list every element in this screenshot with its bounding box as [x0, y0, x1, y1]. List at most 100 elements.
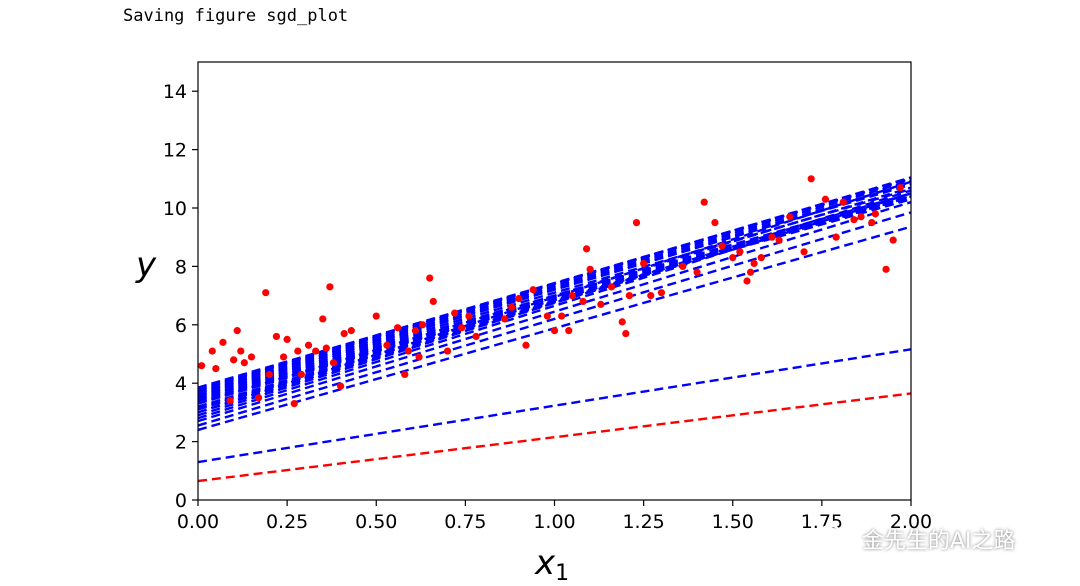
data-point-39 [451, 309, 459, 317]
data-point-67 [700, 198, 708, 206]
x-tick-label-5: 1.25 [622, 511, 664, 533]
data-point-9 [247, 353, 256, 361]
data-point-37 [429, 297, 437, 306]
console-output: Saving figure sgd_plot [123, 6, 349, 26]
data-point-54 [582, 245, 591, 253]
prediction-line-24 [198, 195, 911, 410]
y-tick-label-7: 14 [163, 81, 187, 103]
data-point-58 [618, 318, 626, 326]
x-axis-label-base: x [534, 543, 556, 583]
data-point-50 [558, 312, 566, 320]
data-point-22 [322, 344, 330, 352]
data-point-24 [329, 359, 338, 367]
data-point-85 [857, 213, 865, 221]
data-point-16 [290, 400, 298, 408]
data-point-25 [337, 382, 345, 390]
data-point-6 [233, 327, 241, 335]
data-point-51 [565, 327, 573, 335]
data-point-34 [415, 353, 423, 361]
data-point-44 [508, 303, 516, 311]
data-point-82 [832, 233, 840, 241]
data-point-78 [786, 213, 794, 221]
x-tick-label-0: 0.00 [177, 511, 219, 533]
data-point-45 [515, 294, 523, 303]
data-point-38 [443, 347, 452, 355]
data-point-11 [262, 289, 270, 297]
prediction-line-3 [198, 211, 911, 427]
data-point-42 [472, 332, 480, 341]
data-point-74 [750, 259, 758, 268]
data-point-47 [529, 286, 537, 294]
regression-lines [198, 176, 911, 483]
data-point-5 [230, 356, 238, 364]
y-tick-label-4: 8 [175, 256, 187, 278]
data-point-53 [579, 297, 587, 306]
prediction-line-4 [198, 201, 911, 423]
data-point-48 [543, 312, 551, 320]
data-point-46 [522, 341, 530, 349]
prediction-line-1 [198, 348, 911, 464]
y-tick-label-2: 4 [175, 373, 187, 395]
data-point-41 [465, 312, 473, 320]
data-point-87 [871, 210, 879, 218]
data-point-76 [768, 233, 776, 241]
data-point-20 [312, 347, 320, 355]
data-point-68 [711, 219, 719, 227]
data-point-31 [401, 370, 409, 379]
data-point-33 [411, 327, 420, 335]
data-point-26 [340, 329, 348, 338]
data-point-52 [568, 292, 576, 300]
data-point-64 [657, 289, 666, 297]
data-point-81 [821, 195, 830, 203]
data-point-69 [718, 242, 726, 250]
data-point-36 [426, 274, 434, 282]
data-point-75 [757, 254, 765, 262]
data-point-90 [896, 183, 904, 192]
prediction-line-18 [198, 179, 911, 394]
x-tick-label-7: 1.75 [801, 511, 843, 533]
data-point-80 [807, 175, 815, 183]
data-point-28 [372, 312, 380, 320]
data-point-7 [237, 347, 245, 355]
data-point-40 [458, 324, 466, 332]
data-point-10 [255, 394, 263, 402]
data-point-30 [394, 324, 402, 332]
data-point-84 [850, 216, 858, 224]
x-tick-label-3: 0.75 [444, 511, 486, 533]
data-point-72 [743, 277, 751, 285]
data-point-35 [418, 321, 427, 329]
data-point-71 [736, 248, 744, 256]
watermark: 金先生的AI之路 [816, 522, 1016, 556]
data-point-21 [319, 315, 327, 323]
data-point-29 [383, 341, 391, 349]
data-point-19 [304, 341, 313, 349]
data-point-56 [597, 300, 605, 308]
x-tick-label-4: 1.00 [533, 511, 575, 533]
data-point-18 [297, 370, 305, 379]
watermark-text: 金先生的AI之路 [862, 529, 1016, 554]
data-point-43 [500, 315, 509, 323]
data-point-57 [607, 283, 616, 291]
data-point-1 [208, 347, 216, 355]
data-point-77 [775, 236, 783, 244]
data-point-32 [404, 347, 412, 355]
data-point-0 [198, 362, 206, 370]
data-point-62 [640, 259, 648, 268]
data-point-12 [265, 370, 273, 379]
data-point-27 [347, 327, 355, 335]
plot-frame [197, 61, 912, 501]
prediction-line-22 [198, 186, 911, 405]
data-point-86 [868, 219, 876, 227]
y-tick-label-5: 10 [163, 198, 187, 220]
data-point-14 [279, 353, 288, 361]
wechat-icon [817, 525, 852, 552]
data-point-55 [586, 265, 594, 273]
x-tick-label-1: 0.25 [266, 511, 308, 533]
data-point-79 [800, 248, 808, 256]
y-tick-label-6: 12 [163, 140, 187, 162]
prediction-line-17 [198, 182, 911, 395]
axis-ticks: 0.00 0.25 0.50 0.75 1.00 1.25 1.50 1.75 2.00 0 2 4 6… [163, 81, 932, 533]
prediction-line-13 [198, 194, 911, 401]
data-point-73 [746, 268, 755, 276]
